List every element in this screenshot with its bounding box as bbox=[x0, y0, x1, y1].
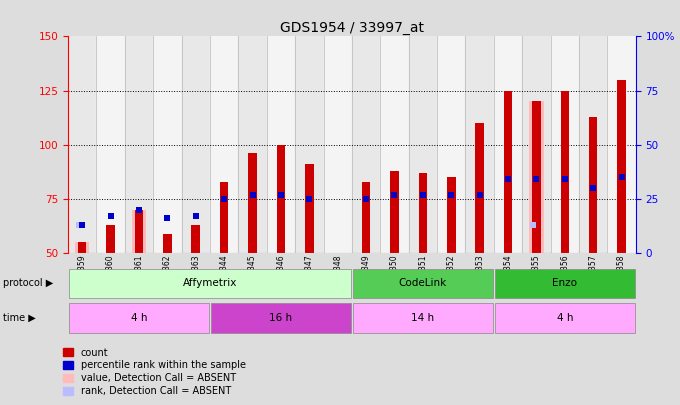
Bar bbox=[380, 36, 409, 253]
Bar bbox=[324, 36, 352, 253]
Bar bbox=[75, 242, 89, 253]
Bar bbox=[192, 225, 200, 253]
Bar bbox=[522, 36, 551, 253]
Bar bbox=[419, 173, 427, 253]
FancyBboxPatch shape bbox=[353, 269, 493, 298]
Bar bbox=[239, 36, 267, 253]
Text: 4 h: 4 h bbox=[131, 313, 148, 323]
Bar bbox=[210, 36, 239, 253]
Bar bbox=[560, 91, 569, 253]
FancyBboxPatch shape bbox=[211, 303, 351, 333]
Text: 4 h: 4 h bbox=[556, 313, 573, 323]
Bar bbox=[551, 36, 579, 253]
Bar bbox=[532, 101, 541, 253]
Bar bbox=[409, 36, 437, 253]
Text: 16 h: 16 h bbox=[269, 313, 292, 323]
Title: GDS1954 / 33997_at: GDS1954 / 33997_at bbox=[280, 21, 424, 35]
Bar bbox=[465, 36, 494, 253]
Bar bbox=[295, 36, 324, 253]
Bar bbox=[305, 164, 313, 253]
Bar bbox=[68, 36, 97, 253]
FancyBboxPatch shape bbox=[69, 269, 351, 298]
Bar bbox=[106, 225, 115, 253]
FancyBboxPatch shape bbox=[495, 303, 634, 333]
Bar bbox=[494, 36, 522, 253]
Bar bbox=[220, 181, 228, 253]
Bar bbox=[390, 171, 398, 253]
Bar bbox=[352, 36, 380, 253]
Bar bbox=[475, 123, 484, 253]
Bar bbox=[617, 80, 626, 253]
Bar bbox=[579, 36, 607, 253]
Bar bbox=[333, 253, 342, 327]
FancyBboxPatch shape bbox=[495, 269, 634, 298]
Text: CodeLink: CodeLink bbox=[398, 279, 447, 288]
Text: protocol ▶: protocol ▶ bbox=[3, 279, 54, 288]
Bar bbox=[277, 145, 285, 253]
Bar bbox=[447, 177, 456, 253]
Text: Enzo: Enzo bbox=[552, 279, 577, 288]
Bar bbox=[78, 242, 86, 253]
Bar bbox=[267, 36, 295, 253]
Text: time ▶: time ▶ bbox=[3, 313, 36, 323]
Bar bbox=[589, 117, 598, 253]
Bar bbox=[504, 91, 512, 253]
Bar bbox=[248, 153, 257, 253]
Bar bbox=[607, 36, 636, 253]
FancyBboxPatch shape bbox=[69, 303, 209, 333]
FancyBboxPatch shape bbox=[353, 303, 493, 333]
Bar bbox=[135, 210, 143, 253]
Text: Affymetrix: Affymetrix bbox=[183, 279, 237, 288]
Bar bbox=[153, 36, 182, 253]
Bar bbox=[132, 210, 146, 253]
Bar bbox=[529, 101, 543, 253]
Bar bbox=[362, 181, 371, 253]
Bar bbox=[125, 36, 153, 253]
Bar bbox=[97, 36, 125, 253]
Bar bbox=[437, 36, 465, 253]
Legend: count, percentile rank within the sample, value, Detection Call = ABSENT, rank, : count, percentile rank within the sample… bbox=[59, 343, 250, 400]
Text: 14 h: 14 h bbox=[411, 313, 435, 323]
Bar bbox=[163, 234, 171, 253]
Bar bbox=[182, 36, 210, 253]
